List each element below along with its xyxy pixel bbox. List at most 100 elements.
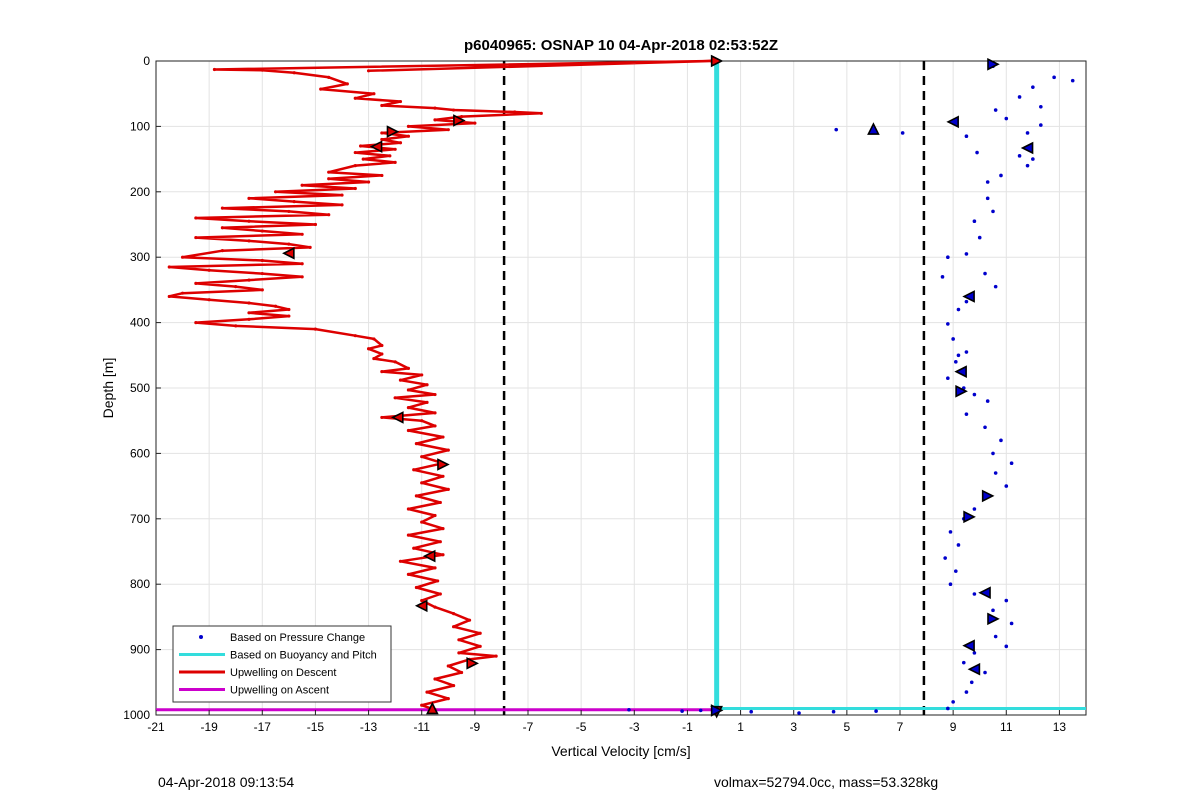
- pressure-point: [1070, 78, 1075, 83]
- descent-point: [406, 533, 411, 537]
- legend-label: Upwelling on Descent: [230, 667, 336, 679]
- y-axis-label: Depth [m]: [100, 358, 116, 419]
- chart-title: p6040965: OSNAP 10 04-Apr-2018 02:53:52Z: [464, 37, 778, 54]
- descent-point: [438, 540, 442, 544]
- descent-point: [260, 68, 264, 72]
- triangle-marker: [422, 549, 436, 563]
- triangle-marker: [391, 411, 404, 424]
- descent-point: [420, 455, 424, 459]
- descent-point: [247, 239, 251, 243]
- pressure-point: [993, 471, 998, 475]
- pressure-point: [954, 360, 958, 364]
- descent-point: [287, 314, 291, 318]
- descent-point: [438, 592, 442, 596]
- descent-point: [292, 71, 296, 75]
- descent-point: [194, 321, 198, 325]
- descent-point: [459, 670, 464, 675]
- pressure-point: [900, 131, 905, 135]
- pressure-point: [975, 150, 979, 155]
- triangle-marker: [955, 384, 968, 398]
- pressure-point: [964, 252, 969, 256]
- triangle-marker: [1020, 141, 1034, 155]
- triangle-marker: [978, 586, 991, 599]
- descent-point: [292, 200, 296, 204]
- descent-point: [457, 651, 461, 655]
- descent-point: [539, 111, 543, 115]
- triangle-marker: [987, 612, 1000, 626]
- pressure-point: [1017, 154, 1022, 158]
- descent-point: [452, 108, 456, 112]
- descent-point: [393, 360, 397, 364]
- legend-swatch: [199, 635, 203, 639]
- x-tick-label: -17: [254, 720, 272, 734]
- y-tick-label: 800: [130, 577, 150, 591]
- triangle-marker: [946, 115, 959, 129]
- pressure-point: [985, 399, 990, 403]
- descent-point: [433, 424, 437, 428]
- descent-point: [247, 278, 251, 282]
- descent-point: [406, 366, 411, 370]
- descent-point: [167, 265, 171, 269]
- pressure-point: [999, 438, 1003, 443]
- descent-point: [260, 271, 264, 276]
- pressure-point: [993, 284, 998, 289]
- descent-point: [433, 513, 437, 518]
- y-tick-label: 1000: [123, 708, 150, 722]
- descent-point: [207, 298, 211, 302]
- descent-point: [380, 137, 384, 142]
- x-tick-label: 5: [844, 720, 851, 734]
- descent-point: [441, 553, 445, 557]
- pressure-point: [964, 350, 969, 354]
- descent-point: [406, 428, 411, 433]
- descent-point: [234, 324, 238, 328]
- descent-point: [340, 193, 344, 197]
- footer-timestamp: 04-Apr-2018 09:13:54: [158, 774, 295, 790]
- x-tick-label: -11: [413, 720, 430, 734]
- y-tick-label: 400: [130, 316, 150, 330]
- triangle-marker: [710, 704, 724, 717]
- pressure-point: [1004, 116, 1009, 121]
- descent-point: [194, 281, 198, 285]
- descent-point: [446, 487, 450, 491]
- descent-point: [406, 572, 411, 576]
- descent-point: [452, 625, 456, 629]
- descent-point: [247, 196, 251, 200]
- triangle-marker: [954, 365, 967, 378]
- pressure-point: [969, 680, 974, 685]
- descent-point: [372, 337, 376, 341]
- descent-point: [441, 474, 445, 478]
- y-tick-label: 500: [130, 381, 150, 395]
- pressure-point: [991, 209, 995, 214]
- descent-point: [167, 294, 171, 299]
- x-tick-label: 11: [1000, 720, 1013, 734]
- legend-label: Based on Pressure Change: [230, 632, 365, 644]
- x-tick-label: 13: [1053, 720, 1067, 734]
- pressure-point: [956, 543, 961, 547]
- descent-point: [247, 311, 251, 315]
- descent-point: [247, 317, 251, 321]
- descent-point: [433, 411, 437, 415]
- descent-point: [414, 441, 418, 446]
- descent-point: [220, 226, 225, 230]
- descent-point: [406, 388, 411, 392]
- x-tick-label: -21: [147, 720, 165, 734]
- descent-point: [353, 164, 357, 168]
- descent-point: [406, 507, 411, 511]
- descent-point: [353, 186, 357, 191]
- descent-point: [433, 118, 437, 122]
- descent-point: [308, 245, 312, 249]
- pressure-point: [972, 219, 977, 224]
- x-tick-label: -13: [360, 720, 378, 734]
- descent-point: [446, 664, 450, 668]
- descent-point: [414, 585, 418, 590]
- pressure-point: [940, 275, 945, 279]
- descent-point: [388, 154, 392, 158]
- descent-point: [380, 415, 384, 420]
- legend-label: Based on Buoyancy and Pitch: [230, 650, 377, 662]
- descent-point: [287, 307, 291, 312]
- triangle-marker: [967, 662, 981, 676]
- pressure-point: [954, 569, 958, 573]
- descent-point: [212, 67, 217, 72]
- descent-point: [300, 183, 304, 187]
- descent-point: [313, 222, 318, 227]
